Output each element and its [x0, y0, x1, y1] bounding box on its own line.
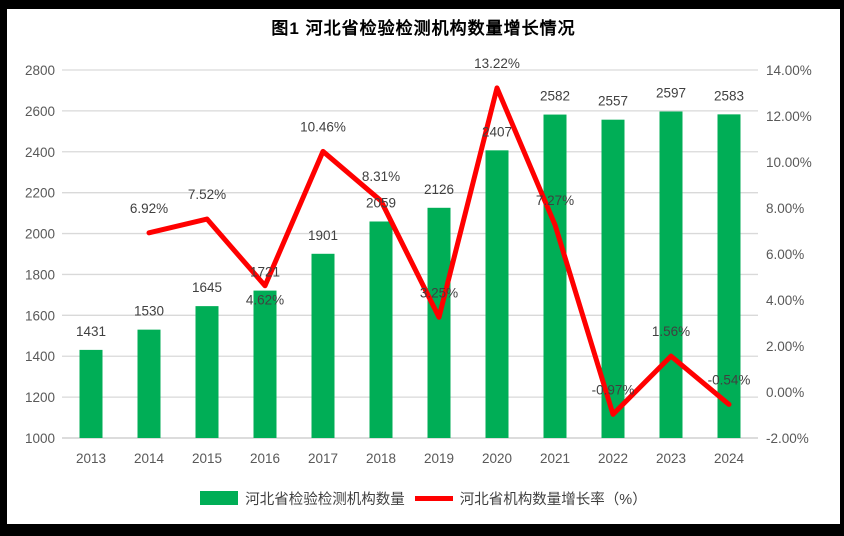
line-label-2024: -0.54%: [708, 372, 751, 387]
bar-2018: [369, 221, 393, 438]
bar-label-2018: 2059: [366, 195, 396, 210]
line-label-2017: 10.46%: [300, 119, 346, 134]
line-label-2019: 3.25%: [420, 285, 458, 300]
right-axis-tick: 14.00%: [766, 63, 812, 78]
bar-label-2023: 2597: [656, 86, 686, 101]
x-axis-label: 2022: [598, 451, 628, 466]
bar-2017: [311, 253, 335, 438]
left-axis-tick: 2400: [25, 145, 55, 160]
x-axis-label: 2018: [366, 451, 396, 466]
legend-bar-label: 河北省检验检测机构数量: [245, 491, 405, 508]
line-label-2020: 13.22%: [474, 56, 520, 71]
bar-label-2017: 1901: [308, 228, 338, 243]
bar-label-2021: 2582: [540, 89, 570, 104]
bar-label-2024: 2583: [714, 88, 744, 103]
legend-line-swatch: [414, 495, 453, 501]
left-axis-tick: 1200: [25, 390, 55, 405]
line-label-2015: 7.52%: [188, 187, 226, 202]
right-axis-tick: 2.00%: [766, 339, 804, 354]
line-label-2014: 6.92%: [130, 201, 168, 216]
x-axis-label: 2015: [192, 451, 222, 466]
bar-2015: [195, 306, 219, 438]
bar-label-2013: 1431: [76, 324, 106, 339]
legend-item-bars: 河北省检验检测机构数量: [200, 488, 405, 509]
x-axis-label: 2023: [656, 451, 686, 466]
line-label-2023: 1.56%: [652, 324, 690, 339]
bar-2020: [485, 150, 509, 438]
legend: 河北省检验检测机构数量 河北省机构数量增长率（%）: [7, 486, 840, 510]
left-axis-tick: 2800: [25, 63, 55, 78]
x-axis-label: 2024: [714, 451, 745, 466]
bar-label-2020: 2407: [482, 124, 512, 139]
x-axis-label: 2013: [76, 451, 106, 466]
growth-line: [146, 85, 732, 417]
bar-2013: [79, 349, 103, 438]
left-axis-tick: 1400: [25, 349, 55, 364]
x-axis-label: 2021: [540, 451, 570, 466]
bar-label-2019: 2126: [424, 182, 454, 197]
x-axis-label: 2019: [424, 451, 454, 466]
left-axis-tick: 2600: [25, 104, 55, 119]
left-axis-tick: 1600: [25, 308, 55, 323]
right-axis-tick: 0.00%: [766, 385, 804, 400]
bar-2021: [543, 114, 567, 439]
bar-2014: [137, 329, 161, 438]
chart-title: 图1 河北省检验检测机构数量增长情况: [271, 19, 576, 38]
left-axis-tick: 1000: [25, 431, 55, 446]
bar-2019: [427, 207, 451, 438]
x-axis-label: 2020: [482, 451, 512, 466]
bar-label-2015: 1645: [192, 280, 222, 295]
bar-label-2022: 2557: [598, 94, 628, 109]
x-axis-label: 2016: [250, 451, 280, 466]
bar-2023: [659, 111, 683, 438]
left-axis-tick: 2200: [25, 186, 55, 201]
legend-bar-swatch: [200, 491, 239, 505]
right-axis-tick: 4.00%: [766, 293, 804, 308]
bar-2022: [601, 119, 625, 439]
line-label-2022: -0.97%: [592, 382, 635, 397]
bar-2024: [717, 114, 741, 438]
x-axis-label: 2017: [308, 451, 338, 466]
right-axis-tick: 6.00%: [766, 247, 804, 262]
right-axis-tick: 10.00%: [766, 155, 812, 170]
legend-line-label: 河北省机构数量增长率（%）: [459, 491, 647, 508]
bar-label-2014: 1530: [134, 304, 164, 319]
left-axis-tick: 1800: [25, 267, 55, 282]
left-axis-tick: 2000: [25, 227, 55, 242]
line-label-2018: 8.31%: [362, 169, 400, 184]
right-axis-tick: 8.00%: [766, 201, 804, 216]
line-label-2021: 7.27%: [536, 193, 574, 208]
right-axis-tick: 12.00%: [766, 109, 812, 124]
bar-2016: [253, 290, 277, 438]
bar-label-2016: 1721: [250, 265, 280, 280]
legend-item-line: 河北省机构数量增长率（%）: [414, 488, 647, 509]
right-axis-tick: -2.00%: [766, 431, 809, 446]
x-axis-label: 2014: [134, 451, 165, 466]
line-label-2016: 4.62%: [246, 293, 284, 308]
